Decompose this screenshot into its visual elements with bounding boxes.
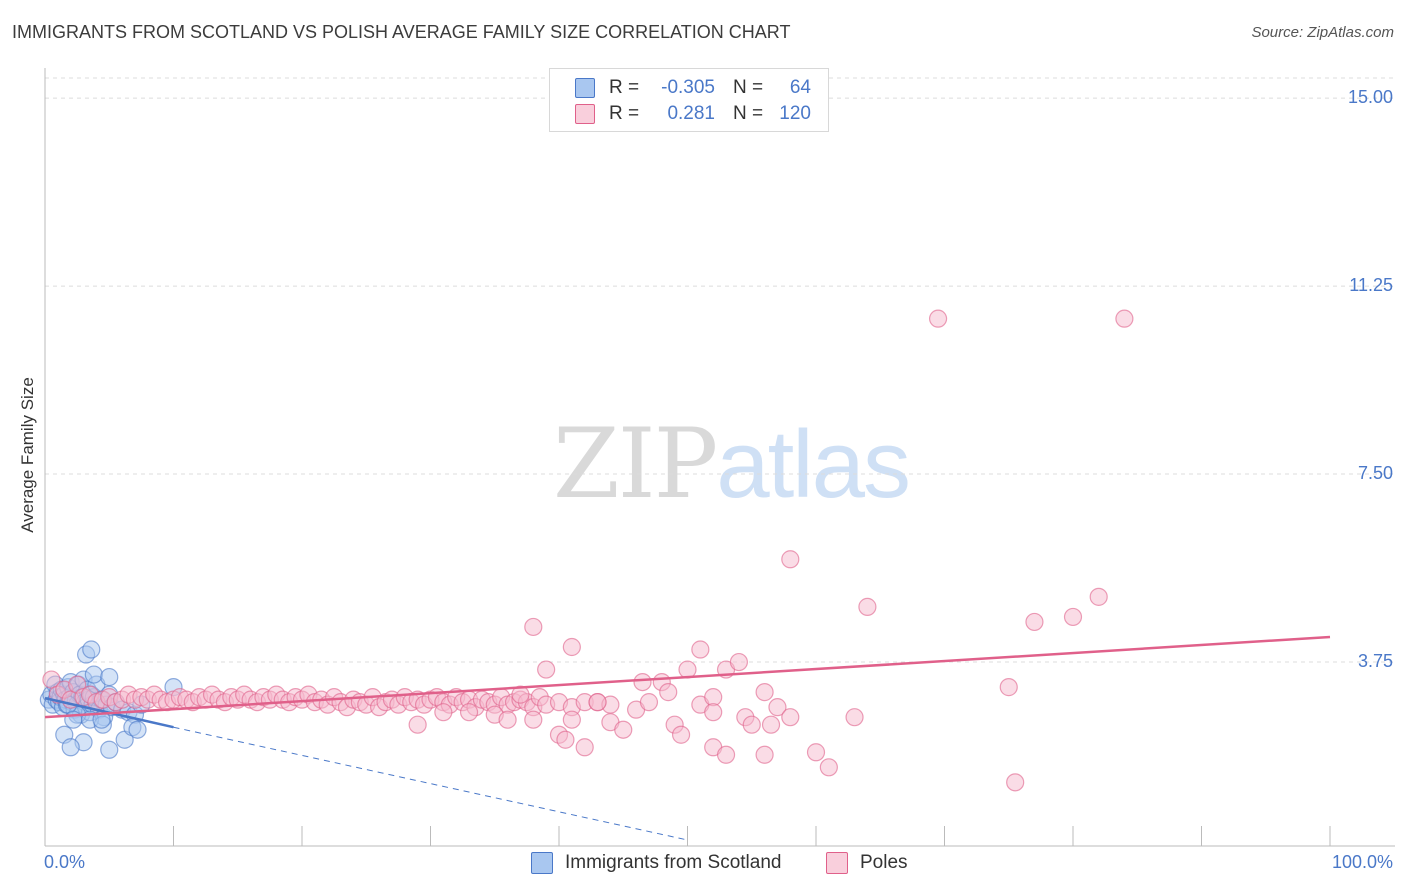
y-tick-label: 3.75: [1357, 651, 1393, 672]
data-point-pink: [781, 550, 800, 569]
trendline-extension-blue: [173, 726, 688, 841]
legend-row-pink: R = 0.281 N = 120: [575, 103, 811, 125]
data-point-blue: [100, 667, 119, 687]
x-tick-label-max: 100.0%: [1331, 852, 1393, 872]
bottom-legend-blue: Immigrants from Scotland: [531, 852, 781, 874]
data-point-blue: [84, 665, 103, 684]
data-point-blue: [100, 740, 119, 759]
data-point-blue: [82, 640, 101, 659]
data-point-pink: [704, 703, 723, 722]
watermark-zip: ZIP: [553, 408, 718, 520]
legend-row-blue: R = -0.305 N = 64: [575, 77, 811, 99]
y-tick-label: 11.25: [1349, 275, 1393, 296]
bottom-legend-label-blue: Immigrants from Scotland: [565, 852, 782, 873]
bottom-legend-pink: Poles: [826, 852, 908, 874]
data-point-pink: [524, 710, 543, 729]
legend-swatch-pink: [575, 104, 595, 124]
data-point-pink: [459, 703, 479, 722]
data-point-pink: [511, 685, 530, 704]
data-point-pink: [562, 637, 581, 657]
data-point-pink: [562, 710, 581, 729]
data-point-pink: [1115, 309, 1134, 328]
watermark-atlas: atlas: [716, 411, 911, 518]
data-point-pink: [1006, 773, 1025, 792]
data-point-pink: [42, 670, 61, 689]
legend-r-value: -0.305: [661, 77, 715, 98]
data-point-pink: [498, 710, 517, 729]
bottom-legend-label-pink: Poles: [860, 852, 908, 873]
data-point-pink: [742, 715, 761, 734]
data-point-pink: [575, 738, 594, 757]
legend-n-value: 120: [779, 103, 811, 124]
source-label: Source: ZipAtlas.com: [1251, 24, 1394, 41]
data-point-pink: [614, 720, 633, 739]
data-point-pink: [845, 708, 864, 727]
data-point-pink: [659, 683, 678, 702]
bottom-legend-swatch-pink: [826, 852, 848, 874]
data-point-pink: [999, 678, 1018, 697]
legend-n-value: 64: [789, 77, 811, 98]
data-point-pink: [633, 672, 652, 692]
data-point-pink: [434, 703, 453, 722]
y-tick-label: 7.50: [1357, 463, 1393, 484]
data-point-pink: [768, 698, 787, 717]
data-point-pink: [755, 745, 774, 764]
legend-r-label: R =: [609, 103, 640, 124]
x-tick-label-min: 0.0%: [44, 852, 86, 872]
data-point-blue: [61, 738, 80, 757]
data-point-pink: [1025, 612, 1044, 632]
data-point-pink: [781, 708, 800, 727]
data-point-pink: [928, 309, 948, 328]
data-point-pink: [761, 715, 781, 734]
data-point-blue: [128, 720, 147, 739]
data-point-pink: [408, 715, 427, 734]
stats-legend: R = -0.305 N = 64 R = 0.281 N = 120: [549, 68, 829, 132]
data-point-pink: [1063, 607, 1083, 627]
data-point-pink: [537, 660, 556, 679]
data-point-pink: [588, 693, 607, 712]
legend-r-value: 0.281: [667, 103, 715, 124]
legend-swatch-blue: [575, 78, 595, 98]
data-point-pink: [716, 745, 736, 764]
data-point-pink: [819, 758, 838, 777]
legend-r-label: R =: [609, 77, 640, 98]
data-point-pink: [524, 617, 543, 637]
legend-n-label: N =: [733, 103, 764, 124]
data-point-pink: [729, 652, 749, 672]
legend-n-label: N =: [733, 77, 764, 98]
data-point-pink: [639, 693, 659, 712]
data-point-pink: [858, 597, 877, 616]
trendline-pink: [44, 635, 1331, 719]
data-point-pink: [671, 725, 691, 744]
data-point-pink: [691, 640, 710, 659]
data-point-pink: [806, 743, 826, 762]
data-point-pink: [1089, 587, 1108, 606]
watermark: ZIPatlas: [553, 408, 911, 520]
data-point-pink: [556, 730, 575, 749]
chart-title: IMMIGRANTS FROM SCOTLAND VS POLISH AVERA…: [12, 22, 791, 42]
data-point-pink: [755, 683, 774, 702]
bottom-legend-swatch-blue: [531, 852, 553, 874]
data-point-blue: [64, 710, 83, 729]
y-tick-label: 15.00: [1347, 87, 1393, 108]
